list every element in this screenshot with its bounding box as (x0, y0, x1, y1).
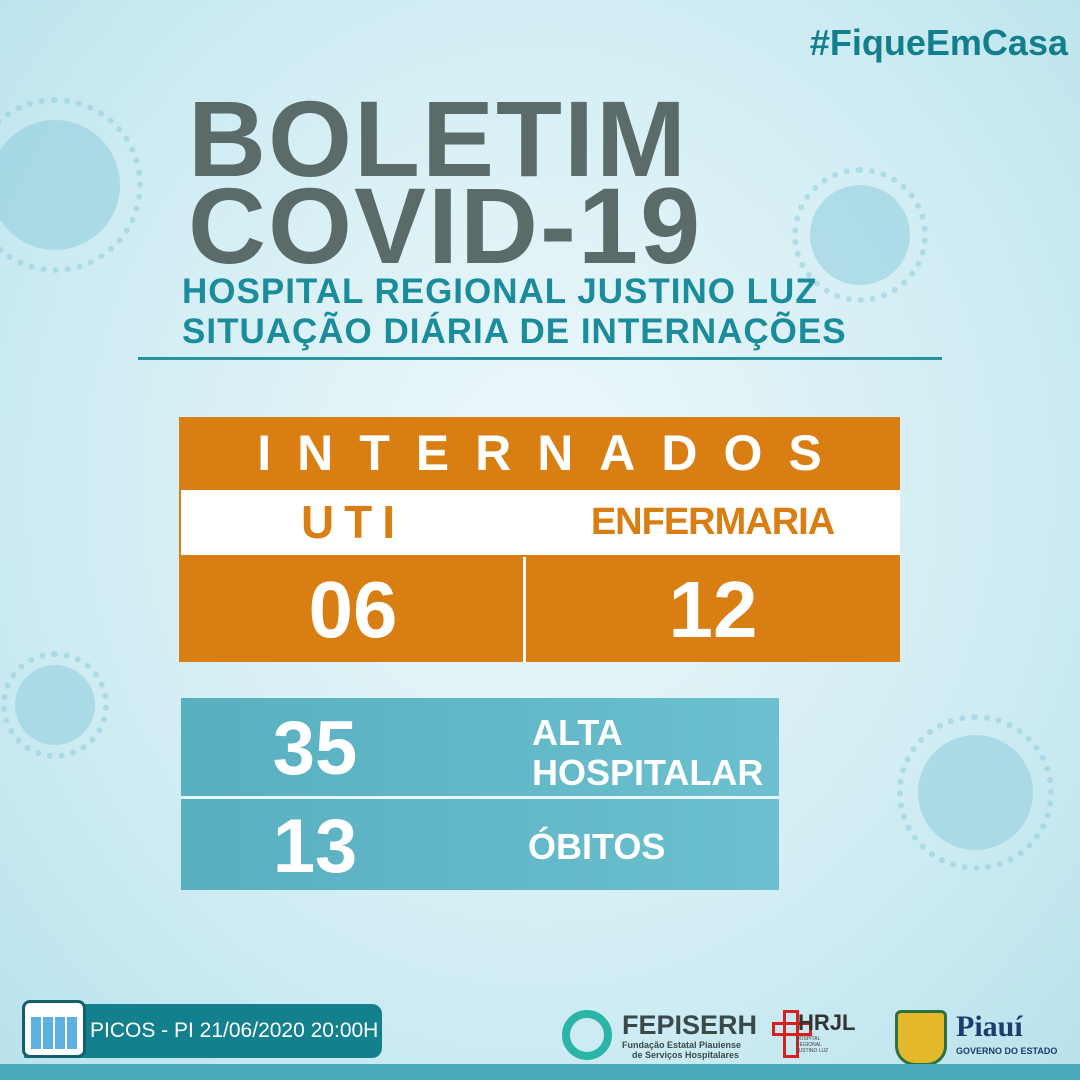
summary-panel (181, 698, 779, 890)
fepiserh-sub1: Fundação Estatal Piauiense (622, 1040, 742, 1050)
title-line2: COVID-19 (188, 165, 703, 286)
piaui-sub: GOVERNO DO ESTADO (956, 1046, 1058, 1056)
alta-label-line1: ALTA (532, 712, 623, 753)
hrjl-cross-icon (772, 1022, 812, 1036)
labels-row (181, 490, 900, 555)
subtitle-line2: SITUAÇÃO DIÁRIA DE INTERNAÇÕES (182, 312, 847, 351)
virus-decoration (0, 650, 110, 760)
title-line1: BOLETIM (188, 78, 688, 199)
piaui-name: Piauí (956, 1010, 1023, 1043)
enfermaria-value: 12 (668, 565, 758, 654)
virus-decoration (0, 96, 144, 274)
alta-value: 35 (272, 706, 358, 791)
enfermaria-label: ENFERMARIA (590, 501, 835, 543)
calendar-icon (22, 1000, 86, 1058)
alta-label-line2: HOSPITALAR (532, 752, 764, 793)
internados-heading: INTERNADOS (257, 425, 848, 481)
column-divider (523, 557, 526, 662)
divider (138, 357, 942, 360)
obitos-label: ÓBITOS (528, 826, 666, 867)
fepiserh-name: FEPISERH (622, 1010, 758, 1040)
hrjl-sub: HOSPITAL REGIONAL JUSTINO LUZ (796, 1036, 829, 1054)
hrjl-name: HRJL (798, 1010, 856, 1035)
location-date: PICOS - PI 21/06/2020 20:00H (90, 1019, 379, 1042)
fepiserh-logo (562, 1010, 612, 1060)
bottom-strip (0, 1064, 1080, 1080)
subtitle-line1: HOSPITAL REGIONAL JUSTINO LUZ (182, 272, 818, 311)
fepiserh-sub2: de Serviços Hospitalares (632, 1050, 740, 1060)
virus-decoration (897, 714, 1054, 871)
hashtag: #FiqueEmCasa (809, 22, 1068, 63)
uti-label: UTI (300, 496, 406, 548)
piaui-coat-of-arms-icon (895, 1010, 947, 1066)
obitos-value: 13 (272, 804, 358, 889)
uti-value: 06 (308, 565, 398, 654)
virus-decoration (792, 167, 928, 303)
row-divider (181, 796, 779, 799)
